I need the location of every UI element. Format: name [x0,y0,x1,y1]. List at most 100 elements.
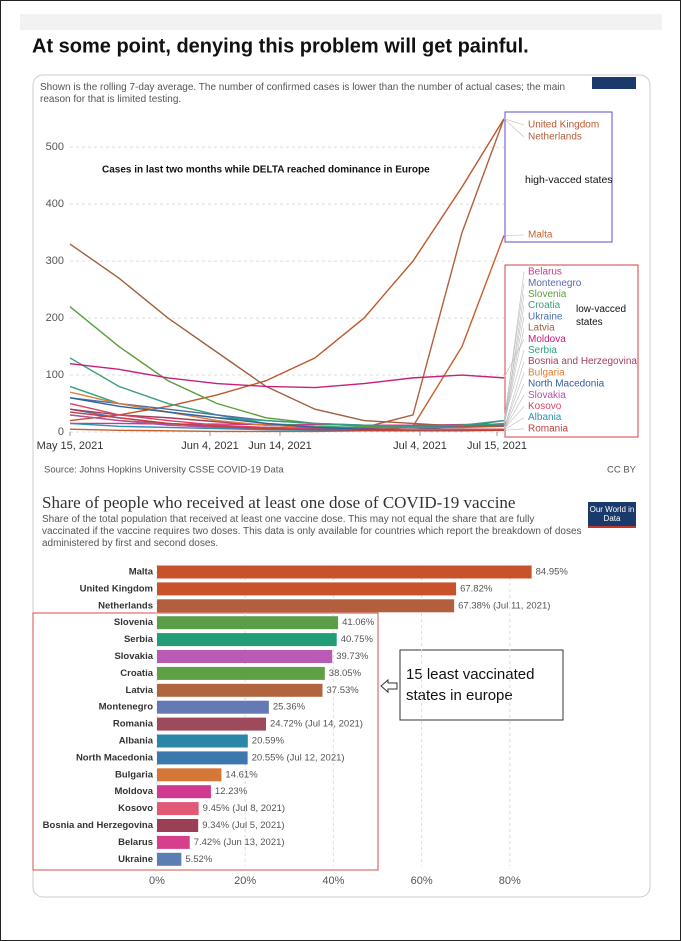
logo-text: Our World in Data [589,505,635,523]
legend-label: Romania [528,423,568,434]
legend-label: North Macedonia [528,379,605,390]
category-label: Moldova [114,786,153,797]
y-tick-label: 0 [58,426,64,438]
x-tick-label: 40% [322,875,344,887]
value-label: 67.82% [460,583,493,594]
legend-label: Bosnia and Herzegovina [528,356,637,367]
category-label: Netherlands [98,600,153,611]
value-label: 7.42% (Jun 13, 2021) [194,837,285,848]
legend-label: Serbia [528,345,557,356]
logo-bar [588,526,636,528]
top-strip [20,14,662,30]
category-label: United Kingdom [80,583,153,594]
legend-label: Montenegro [528,278,582,289]
value-label: 40.75% [341,634,374,645]
value-label: 84.95% [536,567,569,578]
x-tick-label: Jul 4, 2021 [393,440,447,452]
legend-label: Slovakia [528,390,566,401]
x-tick-label: Jun 14, 2021 [248,440,312,452]
y-tick-label: 100 [46,369,64,381]
bar [157,616,339,630]
bar [157,633,337,647]
logo-strip [592,77,636,89]
bar [157,734,248,748]
low-box [504,264,639,438]
category-label: North Macedonia [76,752,154,763]
category-label: Serbia [124,634,154,645]
leader-line [503,305,525,424]
category-label: Bosnia and Herzegovina [43,820,154,831]
legend-label: Ukraine [528,311,563,322]
least-box [32,612,379,871]
note-text-box: 15 least vaccinated states in europe [406,666,535,704]
x-tick-label: 60% [411,875,433,887]
logo [588,502,636,528]
x-tick-label: Jul 15, 2021 [467,440,527,452]
series-line [69,118,505,422]
leader-line [503,383,525,430]
value-label: 5.52% [185,854,212,865]
value-label: 67.38% (Jul 11, 2021) [458,600,550,611]
leader-line [503,372,525,430]
line-subtitle-box: Shown is the rolling 7-day average. The … [40,82,565,105]
bar [157,852,182,866]
bar [157,565,532,579]
category-label: Slovenia [114,617,154,628]
group-box: low-vacced states [576,304,626,328]
bar [157,582,457,596]
value-label: 39.73% [336,651,369,662]
value-label: 9.45% (Jul 8, 2021) [203,803,285,814]
legend-label: Malta [528,230,553,241]
line-annotation: Cases in last two months while DELTA rea… [102,165,430,176]
bar [157,683,323,697]
category-label: Bulgaria [115,769,154,780]
leader-line [503,361,525,430]
bar-title: Share of people who received at least on… [42,493,515,512]
x-tick-label: Jun 4, 2021 [181,440,239,452]
y-tick-label: 500 [46,141,64,153]
bar [157,802,199,816]
arrow [380,678,398,694]
legend-label: Kosovo [528,401,562,412]
y-tick-label: 200 [46,312,64,324]
series-line [69,243,504,428]
legend-label: Albania [528,412,562,423]
value-label: 41.06% [342,617,375,628]
leader-line [503,350,525,421]
value-label: 20.55% (Jul 12, 2021) [252,752,345,763]
y-tick-label: 300 [46,255,64,267]
bar [157,835,190,849]
group-label: high-vacced states [525,174,613,186]
leader-line [503,339,525,379]
category-label: Belarus [118,837,153,848]
category-label: Kosovo [118,803,153,814]
logo-box: Our World in Data [589,505,635,523]
value-label: 38.05% [329,668,362,679]
category-label: Croatia [120,668,153,679]
category-label: Romania [113,719,154,730]
legend-label: Latvia [528,323,555,334]
leader-line [503,395,525,430]
category-label: Slovakia [114,651,153,662]
leader-line [503,118,525,126]
series-line [69,411,505,432]
value-label: 24.72% (Jul 14, 2021) [270,719,363,730]
legend-label: Belarus [528,267,562,278]
value-label: 37.53% [327,685,360,696]
series-line [69,362,505,389]
leader-line [503,417,525,430]
bar [157,700,269,714]
leader-line [503,428,525,431]
bar [157,599,455,613]
note-text: 15 least vaccinated states in europe [406,666,535,704]
leader-line [503,406,525,430]
series-line [69,235,505,433]
bar [157,717,267,731]
category-label: Montenegro [99,702,154,713]
value-label: 20.59% [252,736,285,747]
value-label: 12.23% [215,786,248,797]
bar [157,650,333,663]
legend-label: Moldova [528,334,566,345]
x-tick-label: 20% [234,875,256,887]
